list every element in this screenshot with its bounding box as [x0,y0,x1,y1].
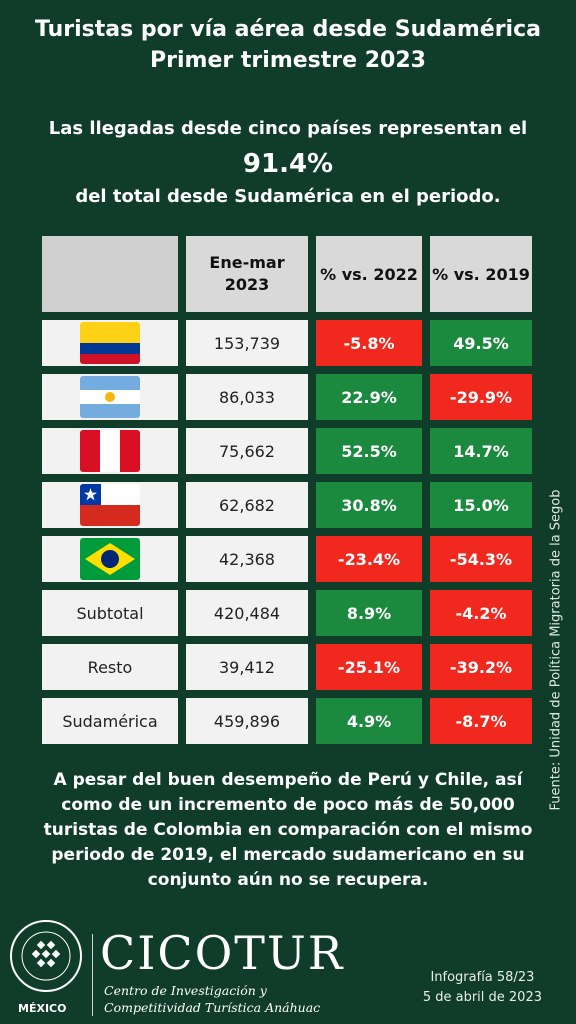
header-vs-2019: % vs. 2019 [430,236,532,312]
conclusion-text: A pesar del buen desempeño de Perú y Chi… [0,768,576,893]
vs2019-chile: 15.0% [430,482,532,528]
lead-highlight: 91.4% [242,149,334,179]
value-peru: 75,662 [186,428,308,474]
vs2022-argentina: 22.9% [316,374,422,420]
vs2019-colombia: 49.5% [430,320,532,366]
logo-country: MÉXICO [18,1002,67,1015]
header-empty-cell [42,236,178,312]
conclusion-paragraph: A pesar del buen desempeño de Perú y Chi… [43,770,533,890]
vs2022-brazil: -23.4% [316,536,422,582]
value-colombia: 153,739 [186,320,308,366]
cicotur-subtitle-1: Centro de Investigación y [104,983,267,998]
vs2022-colombia: -5.8% [316,320,422,366]
title-line-1: Turistas por vía aérea desde Sudamérica [35,17,541,42]
infographic-date: 5 de abril de 2023 [422,990,542,1005]
value-subtotal: 420,484 [186,590,308,636]
value-sudamerica: 459,896 [186,698,308,744]
vs2022-sudamerica: 4.9% [316,698,422,744]
infographic-number: Infografía 58/23 [430,970,535,985]
peru-flag-icon [80,430,140,472]
vs2019-resto: -39.2% [430,644,532,690]
row-label-sudamerica: Sudamérica [42,698,178,744]
colombia-flag-icon [80,322,140,364]
vs2022-peru: 52.5% [316,428,422,474]
vs2022-resto: -25.1% [316,644,422,690]
row-label-argentina [42,374,178,420]
brazil-flag-icon [80,538,140,580]
vs2019-peru: 14.7% [430,428,532,474]
infographic-info: Infografía 58/23 5 de abril de 2023 [423,968,542,1008]
row-label-chile [42,482,178,528]
lead-line-1: Las llegadas desde cinco países represen… [48,118,528,139]
anahuac-seal-logo [8,918,84,994]
vs2019-argentina: -29.9% [430,374,532,420]
vs2019-subtotal: -4.2% [430,590,532,636]
row-label-brazil [42,536,178,582]
chile-flag-icon [80,484,140,526]
header-vs-2022: % vs. 2022 [316,236,422,312]
source-text: Fuente: Unidad de Política Migratoria de… [548,489,564,811]
value-brazil: 42,368 [186,536,308,582]
row-label-peru [42,428,178,474]
row-label-colombia [42,320,178,366]
page-title: Turistas por vía aérea desde Sudamérica … [0,14,576,76]
title-line-2: Primer trimestre 2023 [150,48,426,73]
cicotur-subtitle-2: Competitividad Turística Anáhuac [104,1000,321,1015]
row-label-resto: Resto [42,644,178,690]
header-period: Ene-mar 2023 [186,236,308,312]
value-chile: 62,682 [186,482,308,528]
cicotur-subtitle: Centro de Investigación y Competitividad… [104,982,320,1016]
lead-text: Las llegadas desde cinco países represen… [0,116,576,210]
value-argentina: 86,033 [186,374,308,420]
row-label-subtotal: Subtotal [42,590,178,636]
vs2019-brazil: -54.3% [430,536,532,582]
vs2022-subtotal: 8.9% [316,590,422,636]
argentina-flag-icon [80,376,140,418]
logo-divider [92,934,93,1016]
vs2022-chile: 30.8% [316,482,422,528]
cicotur-brand: CICOTUR [100,926,345,980]
vs2019-sudamerica: -8.7% [430,698,532,744]
lead-line-3: del total desde Sudamérica en el periodo… [75,186,501,207]
value-resto: 39,412 [186,644,308,690]
